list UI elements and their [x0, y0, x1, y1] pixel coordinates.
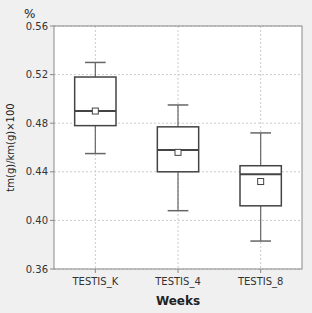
lower-whisker	[95, 126, 96, 154]
x-tick	[178, 269, 179, 273]
title: %	[24, 7, 35, 21]
box	[157, 127, 198, 172]
box	[75, 77, 116, 126]
x-tick	[95, 269, 96, 273]
box	[240, 166, 281, 206]
y-tick	[50, 220, 54, 221]
chart-container: 0.36 0.40 0.44 0.48 0.52 0.56 TESTIS_K TESTIS_4…	[0, 0, 312, 313]
lower-whisker	[177, 172, 178, 211]
y-tick	[50, 123, 54, 124]
boxes	[75, 62, 282, 241]
upper-cap	[85, 62, 106, 64]
y-tick-label: 0.48	[26, 118, 48, 129]
x-tick-label: TESTIS_4	[154, 276, 201, 288]
y-tick	[50, 26, 54, 27]
y-grid-line	[54, 220, 302, 221]
upper-whisker	[95, 62, 96, 77]
y-tick-label: 0.36	[26, 264, 48, 275]
upper-cap	[168, 104, 189, 106]
lower-cap	[250, 240, 271, 242]
lower-whisker	[260, 206, 261, 241]
y-tick-label: 0.40	[26, 215, 48, 226]
plot-background	[54, 26, 302, 269]
y-tick-label: 0.56	[26, 21, 48, 32]
upper-cap	[250, 132, 271, 134]
y-tick	[50, 74, 54, 75]
y-tick-label: 0.44	[26, 166, 48, 177]
x-tick-label: TESTIS_8	[237, 276, 284, 288]
plot-frame	[54, 26, 302, 269]
mean-marker	[175, 149, 181, 155]
chart-svg: 0.36 0.40 0.44 0.48 0.52 0.56 TESTIS_K TESTIS_4…	[0, 0, 312, 313]
mean-marker	[92, 108, 98, 114]
y-axis-label: tm(g)/km(g)×100	[5, 103, 16, 191]
upper-whisker	[260, 133, 261, 166]
mean-marker	[258, 179, 264, 185]
x-axis-label: Weeks	[156, 294, 200, 308]
x-tick	[260, 269, 261, 273]
x-tick-label: TESTIS_K	[71, 276, 118, 288]
y-tick	[50, 269, 54, 270]
lower-cap	[85, 153, 106, 155]
lower-cap	[168, 210, 189, 212]
median-line	[240, 173, 281, 175]
y-tick	[50, 171, 54, 172]
x-grid-line	[260, 26, 261, 269]
y-tick-label: 0.52	[26, 69, 48, 80]
upper-whisker	[177, 105, 178, 127]
